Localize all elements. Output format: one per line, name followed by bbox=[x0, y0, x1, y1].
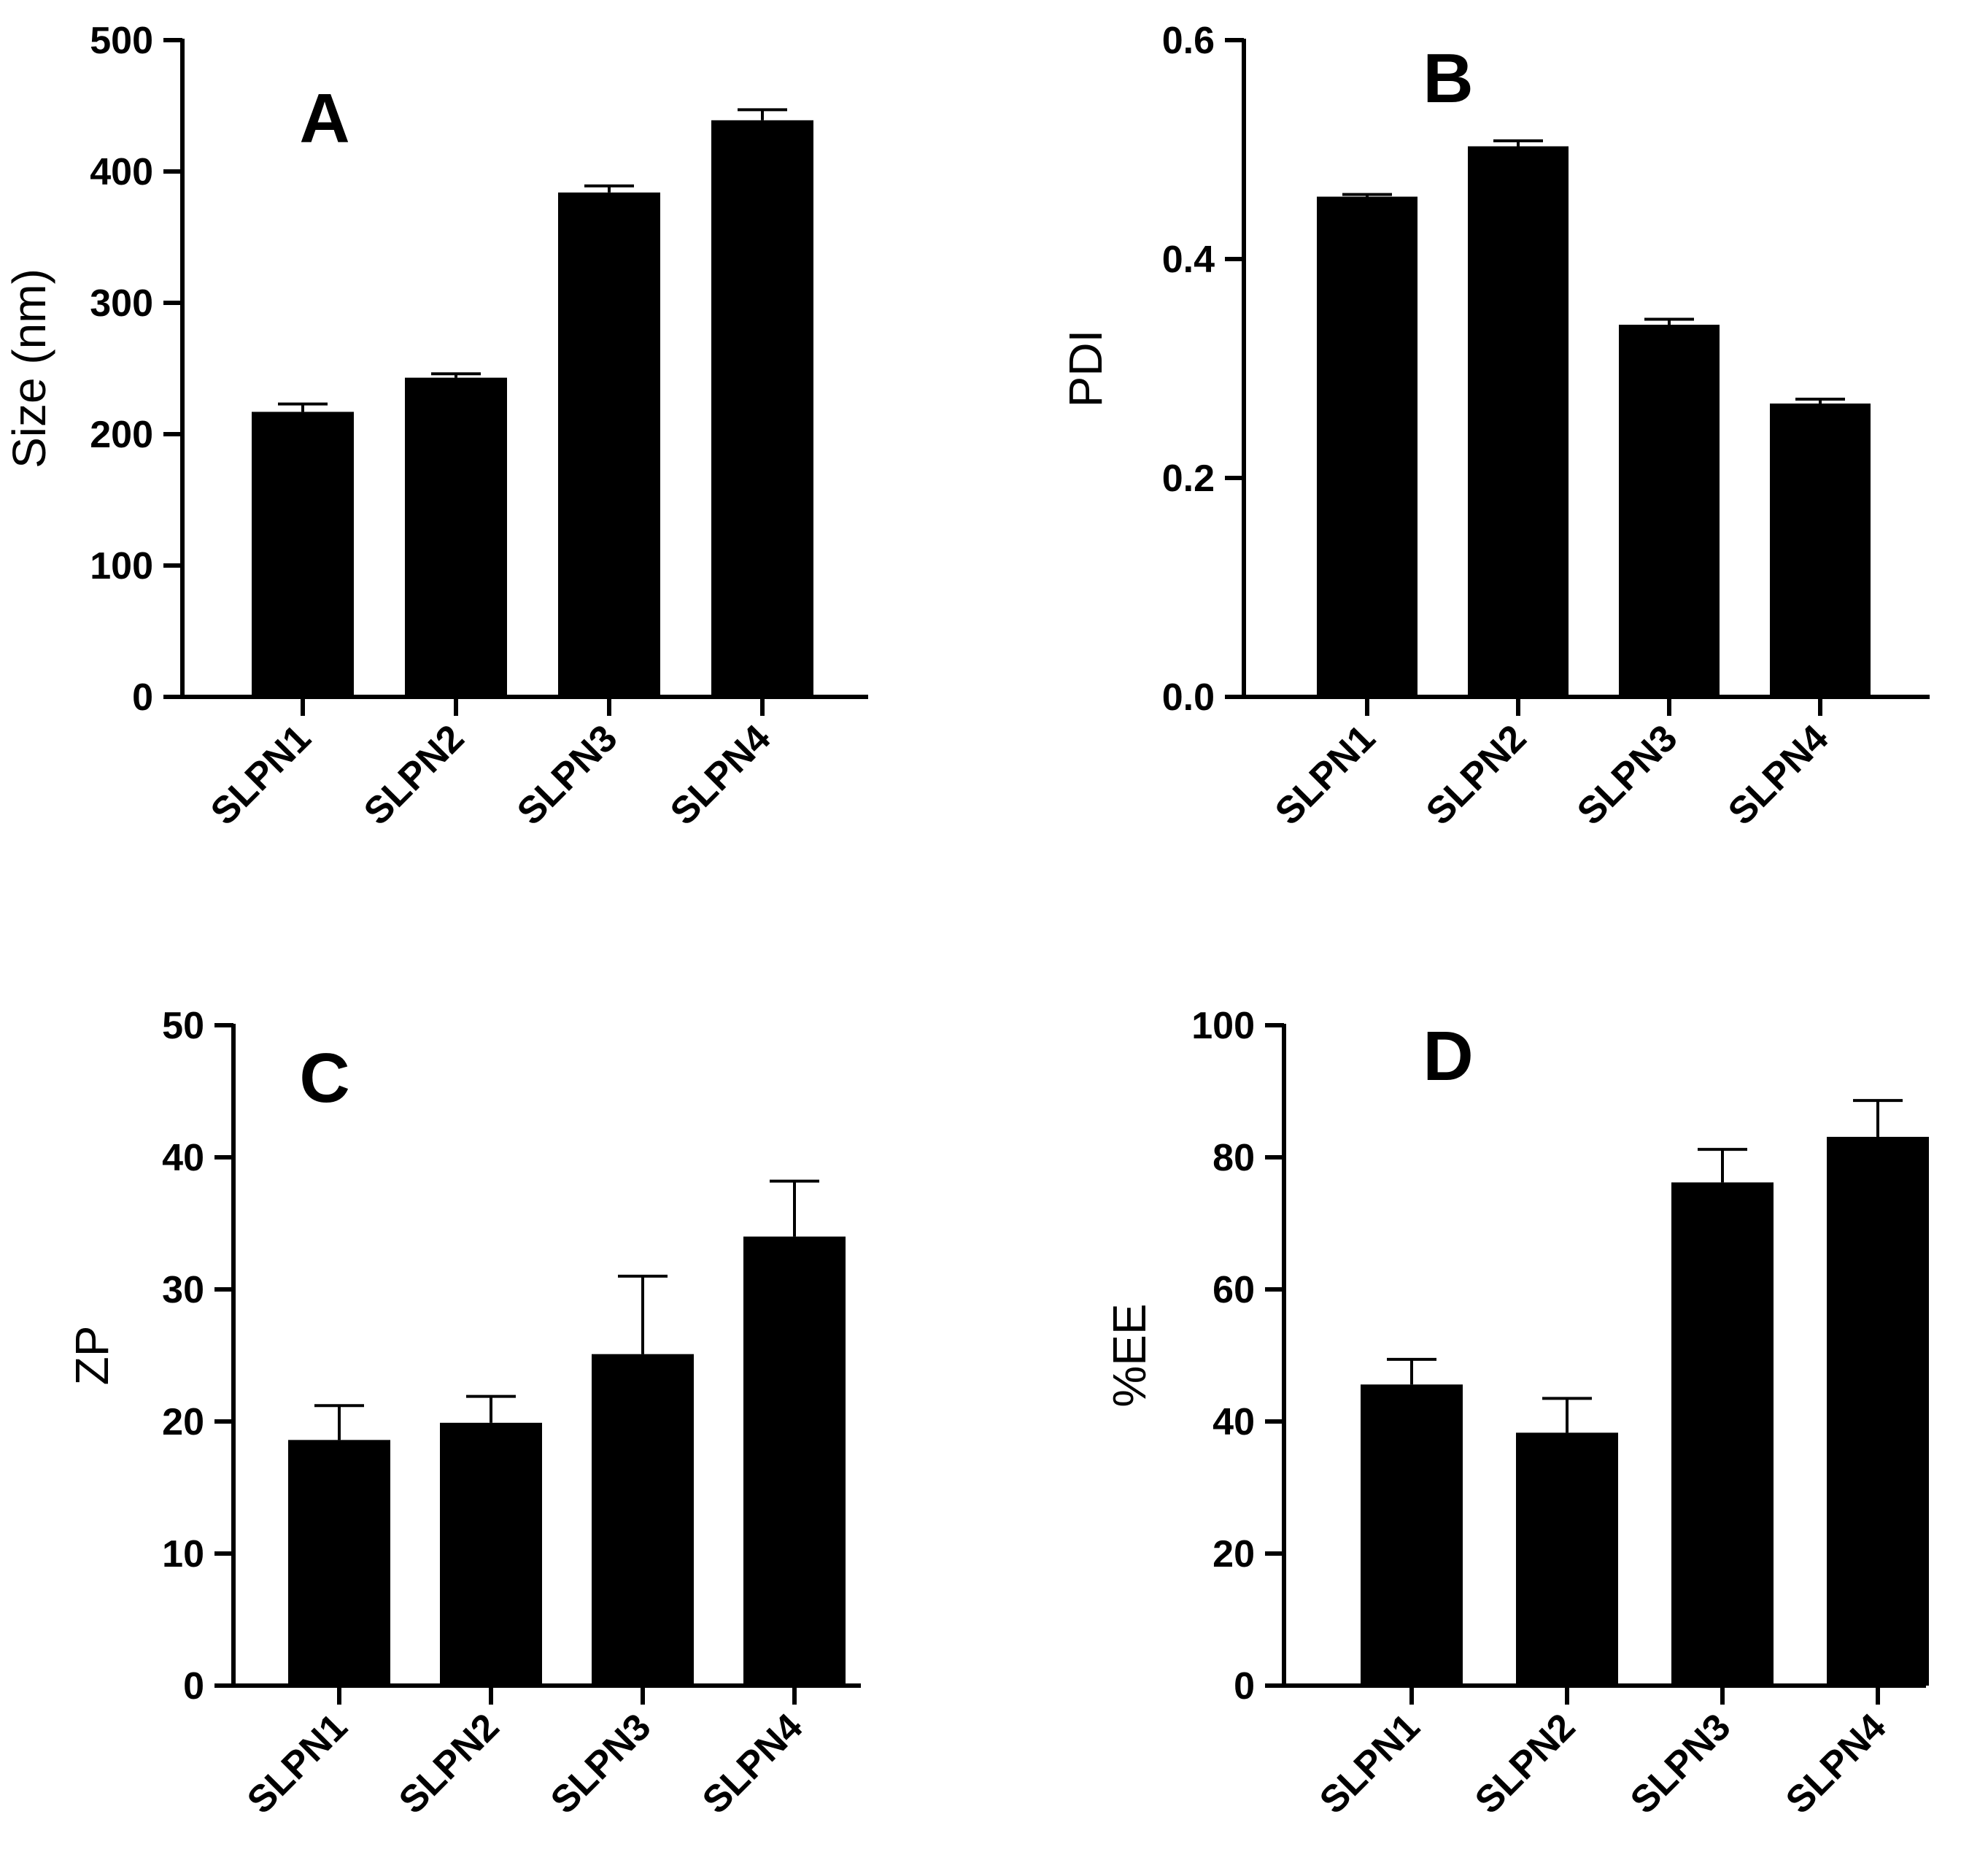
bar bbox=[743, 1236, 846, 1686]
bar bbox=[1317, 196, 1417, 697]
y-tick-label: 0 bbox=[183, 1665, 204, 1708]
bar bbox=[1827, 1136, 1929, 1686]
y-tick-label: 20 bbox=[162, 1401, 204, 1443]
bar bbox=[405, 377, 507, 697]
panel-letter: C bbox=[299, 1039, 349, 1117]
y-tick-label: 60 bbox=[1212, 1269, 1255, 1311]
y-tick-label: 10 bbox=[162, 1533, 204, 1575]
bar bbox=[592, 1354, 694, 1686]
bar bbox=[440, 1422, 542, 1686]
y-tick-label: 80 bbox=[1212, 1137, 1255, 1179]
y-tick-label: 40 bbox=[162, 1137, 204, 1179]
y-tick-label: 200 bbox=[90, 414, 153, 456]
bar bbox=[1619, 325, 1720, 697]
y-tick-label: 0.2 bbox=[1162, 458, 1215, 500]
y-tick-label: 400 bbox=[90, 151, 153, 193]
y-tick-label: 40 bbox=[1212, 1401, 1255, 1443]
y-tick-label: 30 bbox=[162, 1269, 204, 1311]
y-tick-label: 0.6 bbox=[1162, 20, 1215, 62]
y-axis-title: %EE bbox=[1103, 1303, 1156, 1407]
bar bbox=[1516, 1432, 1618, 1686]
bar bbox=[1361, 1384, 1463, 1686]
y-axis-title: PDI bbox=[1059, 330, 1112, 408]
panel-letter: A bbox=[299, 80, 349, 158]
y-tick-label: 0.4 bbox=[1162, 239, 1215, 281]
y-axis-title: ZP bbox=[66, 1326, 118, 1386]
y-tick-label: 100 bbox=[90, 545, 153, 587]
panel-letter: D bbox=[1423, 1017, 1473, 1095]
panel-letter: B bbox=[1423, 39, 1473, 117]
bar bbox=[558, 192, 660, 697]
bar bbox=[1770, 404, 1871, 697]
y-tick-label: 0.0 bbox=[1162, 676, 1215, 719]
bar bbox=[288, 1440, 390, 1686]
y-axis-title: Size (nm) bbox=[3, 269, 55, 468]
bar bbox=[1468, 146, 1569, 697]
bar bbox=[1671, 1182, 1774, 1686]
bar bbox=[711, 120, 813, 698]
y-tick-label: 0 bbox=[1234, 1665, 1255, 1708]
y-tick-label: 50 bbox=[162, 1005, 204, 1047]
y-tick-label: 100 bbox=[1191, 1005, 1255, 1047]
y-tick-label: 500 bbox=[90, 20, 153, 62]
y-tick-label: 20 bbox=[1212, 1533, 1255, 1575]
y-tick-label: 300 bbox=[90, 282, 153, 325]
y-tick-label: 0 bbox=[132, 676, 153, 719]
bar bbox=[252, 412, 354, 697]
